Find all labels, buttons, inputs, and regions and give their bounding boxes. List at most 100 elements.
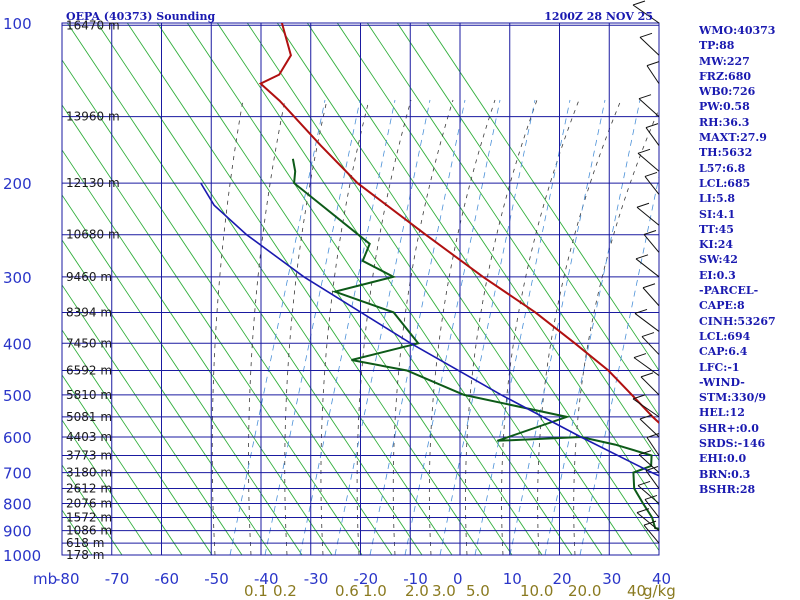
parcel-profile [200, 182, 659, 477]
index-line: SW:42 [699, 253, 738, 267]
index-line: LCL:685 [699, 176, 751, 190]
wind-barb-flag [632, 394, 646, 400]
moist-adiabat [392, 99, 454, 555]
index-line: BSHR:28 [699, 482, 756, 496]
dry-adiabat [62, 194, 303, 555]
height-label: 178 m [66, 548, 104, 562]
dry-adiabat [366, 23, 659, 462]
moist-adiabat [428, 99, 496, 555]
wind-barb [635, 258, 660, 278]
dry-adiabat [426, 23, 659, 372]
mixing-ratio-line [334, 99, 431, 555]
stability-indices-panel: WMO:40373 TP:88 MW:227 FRZ:680 WB0:726 PW:0.5… [699, 23, 800, 497]
height-label: 3180 m [66, 466, 112, 480]
height-label: 5810 m [66, 388, 112, 402]
height-label: 4403 m [66, 430, 112, 444]
wind-barb [632, 4, 660, 24]
mixing-ratio-label: 0.6 [335, 582, 359, 600]
index-line: BRN:0.3 [699, 467, 751, 481]
wind-barb [636, 206, 660, 226]
wind-barb [643, 234, 660, 253]
temperature-tick-label: 30 [602, 570, 621, 588]
wind-barb [643, 524, 660, 544]
pressure-label: 800 [3, 495, 32, 513]
mixing-ratio-line [439, 99, 536, 555]
mixing-ratio-line [404, 99, 501, 555]
pressure-label: 600 [3, 429, 32, 447]
index-line: SHR+:0.0 [699, 421, 759, 435]
pressure-label: 700 [3, 465, 32, 483]
wind-barb [636, 512, 660, 532]
mixing-ratio-line [229, 99, 326, 555]
temperature-tick-label: -60 [155, 570, 180, 588]
wind-barb [633, 357, 660, 376]
height-label: 8394 m [66, 305, 112, 319]
index-line: -WIND- [699, 375, 745, 389]
moist-adiabat [320, 99, 370, 555]
index-line: LFC:-1 [699, 360, 740, 374]
mixing-ratio-label: 2.0 [405, 582, 429, 600]
index-line: CAP:6.4 [699, 345, 748, 359]
index-line: HEL:12 [699, 406, 745, 420]
dry-adiabat [216, 23, 573, 555]
height-label: 7450 m [66, 336, 112, 350]
mixing-ratio-line [474, 99, 571, 555]
dry-adiabat [276, 23, 633, 555]
wind-barb-flag [637, 148, 651, 154]
index-line: SRDS:-146 [699, 437, 766, 451]
wind-barb-flag [633, 353, 647, 359]
index-line: WMO:40373 [699, 24, 776, 37]
temperature-tick-label: -80 [55, 570, 80, 588]
mixing-ratio-label: 40 [627, 582, 646, 600]
index-line: EHI:0.0 [699, 452, 747, 466]
height-label: 618 m [66, 536, 104, 550]
wind-barb [642, 287, 660, 307]
dry-adiabat [0, 0, 2, 555]
wind-barb [634, 313, 660, 332]
pressure-label: 500 [3, 387, 32, 405]
mixing-ratio-line [369, 99, 466, 555]
height-label: 6592 m [66, 364, 112, 378]
index-line: TT:45 [699, 222, 734, 236]
temperature-tick-label: -70 [105, 570, 130, 588]
moist-adiabat [465, 99, 538, 555]
station-title: OEPA (40373) Sounding [66, 10, 215, 23]
height-label: 5081 m [66, 410, 112, 424]
mixing-ratio-label: 0.2 [273, 582, 297, 600]
temperature-tick-label: 20 [553, 570, 572, 588]
temperature-tick-label: 40 [652, 570, 671, 588]
dry-adiabat [62, 104, 363, 555]
index-line: LI:5.8 [699, 192, 736, 206]
mixing-ratio-label: 5.0 [466, 582, 490, 600]
wind-barb [637, 152, 660, 172]
height-label: 16470 m [66, 18, 120, 32]
index-line: TH:5632 [699, 146, 753, 160]
height-label: 10680 m [66, 228, 120, 242]
dry-adiabat [396, 23, 659, 417]
wind-barb-flag [634, 308, 648, 314]
mixing-ratio-label: 10.0 [520, 582, 553, 600]
wind-barb [632, 398, 660, 418]
index-line: EI:0.3 [699, 268, 736, 282]
moist-adiabat [356, 99, 412, 555]
index-line: RH:36.3 [699, 115, 750, 129]
moist-adiabat [573, 108, 659, 555]
index-line: TP:88 [699, 39, 735, 53]
dewpoint-profile [291, 158, 659, 530]
wind-barb-flag [640, 372, 654, 378]
index-line: PW:0.58 [699, 100, 750, 114]
moist-adiabat [211, 99, 244, 555]
index-line: CAPE:8 [699, 299, 745, 313]
pressure-label: 100 [3, 15, 32, 33]
index-line: -PARCEL- [699, 284, 759, 298]
index-line: WB0:726 [699, 85, 756, 99]
wind-barb-flag [638, 94, 652, 100]
height-label: 1572 m [66, 510, 112, 524]
wind-barb-flag [636, 202, 650, 208]
mixing-ratio-line [579, 174, 659, 555]
index-line: CINH:53267 [699, 314, 776, 328]
temperature-tick-label: 0 [453, 570, 463, 588]
wind-barb-flag [646, 432, 660, 438]
temperature-tick-label: -40 [254, 570, 279, 588]
temperature-tick-label: -30 [304, 570, 329, 588]
